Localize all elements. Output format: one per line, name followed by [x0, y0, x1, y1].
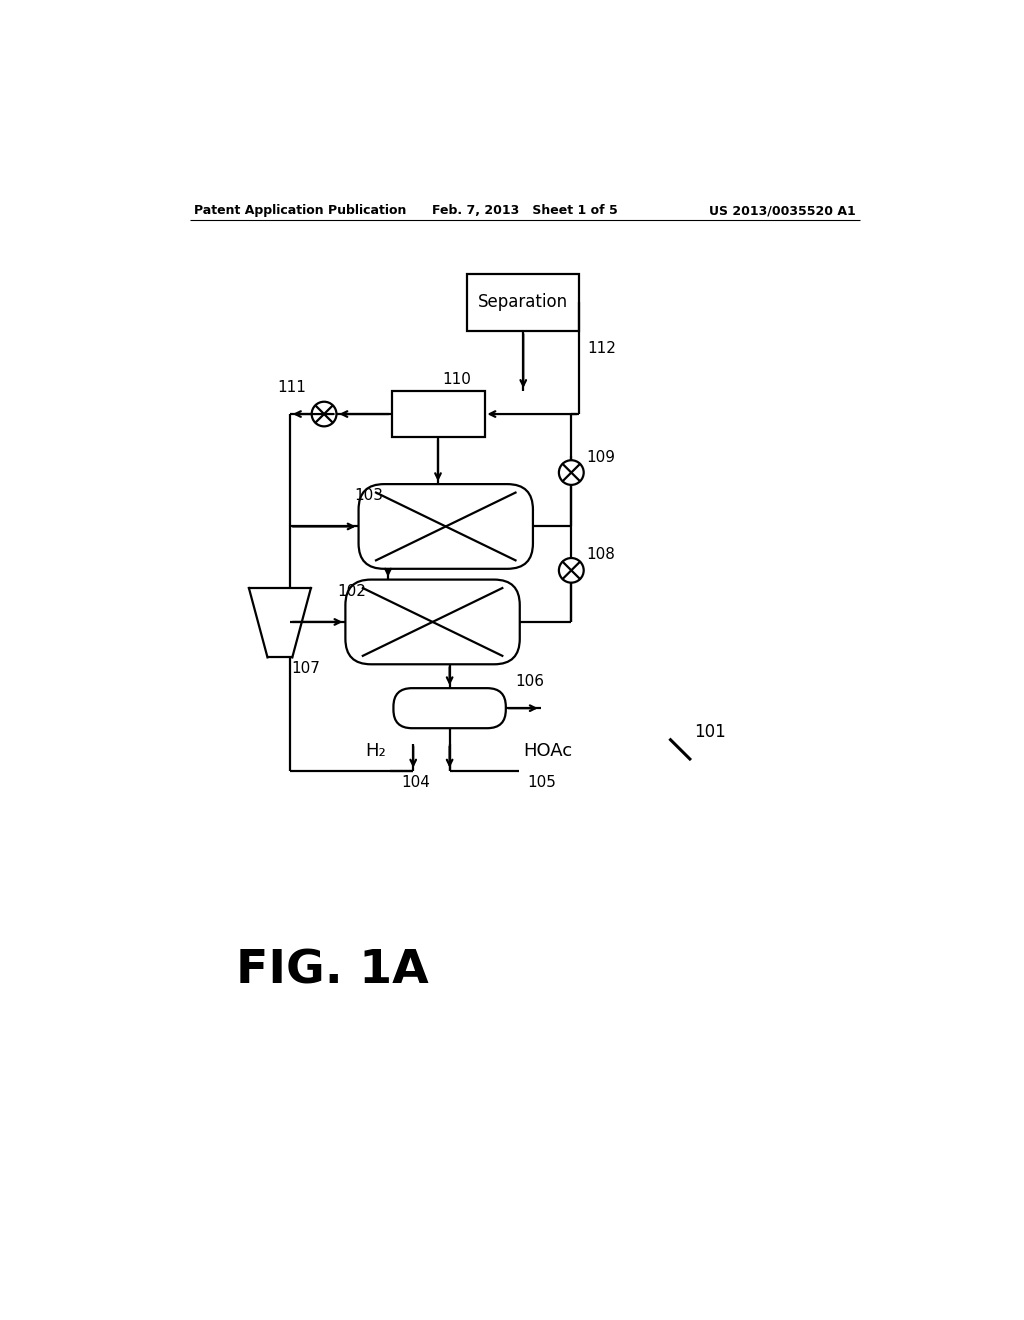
Text: 111: 111: [278, 380, 306, 395]
Text: 110: 110: [442, 372, 471, 387]
FancyBboxPatch shape: [393, 688, 506, 729]
FancyBboxPatch shape: [345, 579, 520, 664]
Circle shape: [311, 401, 337, 426]
Text: HOAc: HOAc: [523, 742, 572, 760]
Text: Separation: Separation: [478, 293, 568, 312]
Text: 101: 101: [693, 723, 725, 741]
Circle shape: [559, 461, 584, 484]
Text: 109: 109: [587, 450, 615, 465]
Text: US 2013/0035520 A1: US 2013/0035520 A1: [709, 205, 856, 218]
Bar: [391, 391, 484, 437]
Text: Patent Application Publication: Patent Application Publication: [194, 205, 407, 218]
Text: 103: 103: [354, 488, 384, 503]
FancyBboxPatch shape: [358, 484, 532, 569]
Text: 107: 107: [292, 661, 321, 676]
Text: FIG. 1A: FIG. 1A: [237, 948, 429, 993]
Bar: [467, 273, 580, 331]
Text: 106: 106: [515, 673, 544, 689]
Circle shape: [559, 558, 584, 582]
Text: Feb. 7, 2013   Sheet 1 of 5: Feb. 7, 2013 Sheet 1 of 5: [432, 205, 617, 218]
Text: 112: 112: [587, 341, 616, 356]
Text: 108: 108: [587, 548, 615, 562]
Text: H₂: H₂: [366, 742, 386, 760]
Text: 105: 105: [527, 775, 556, 789]
Text: 102: 102: [338, 583, 367, 599]
Text: 104: 104: [401, 775, 430, 789]
